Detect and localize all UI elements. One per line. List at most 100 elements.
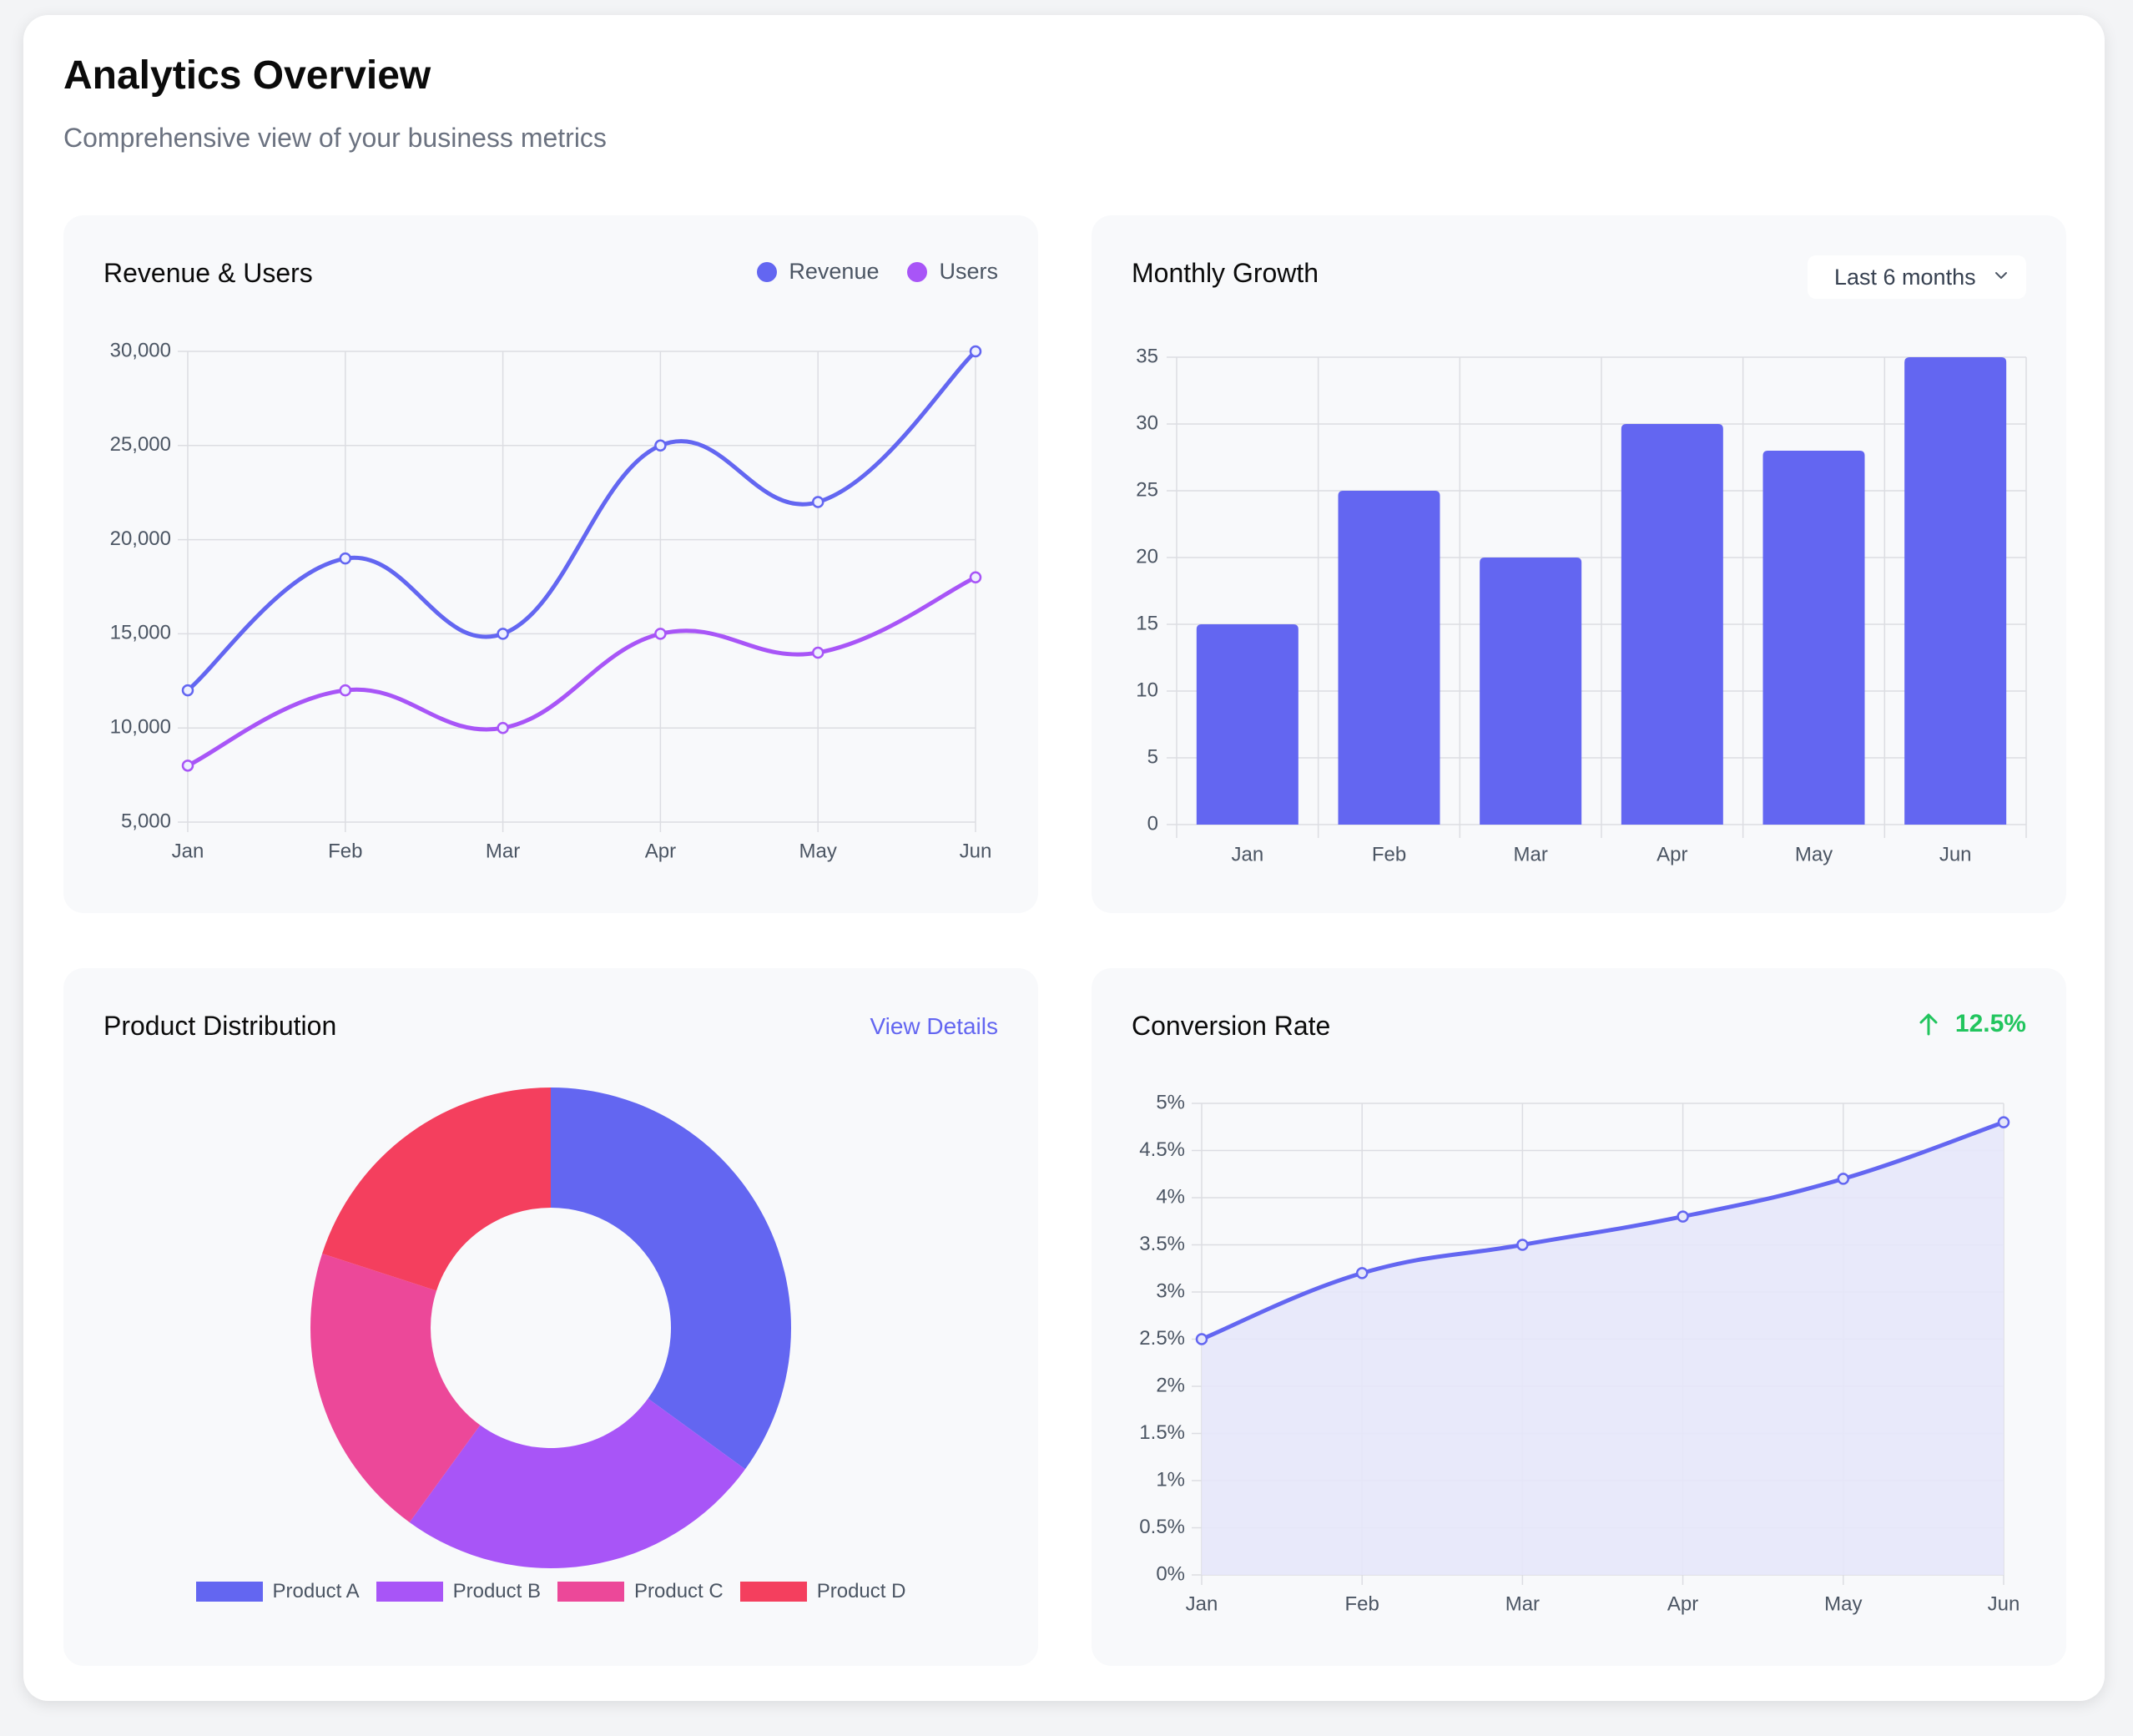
series-line-users <box>186 575 977 768</box>
data-point-revenue <box>339 552 352 565</box>
y-tick-label: 3.5% <box>1139 1233 1185 1255</box>
x-tick-label: Mar <box>1513 843 1547 865</box>
x-tick-label: May <box>1824 1592 1862 1615</box>
data-point <box>1516 1239 1529 1251</box>
gridlines <box>1167 356 2027 838</box>
slice-product-b <box>409 1398 745 1568</box>
period-select-value: Last 6 months <box>1834 264 1976 290</box>
data-point-users <box>811 646 824 659</box>
area-fill <box>1202 1122 2004 1575</box>
data-point-users <box>339 684 352 697</box>
legend-dot-icon <box>907 261 928 282</box>
legend-item-product-c[interactable]: Product C <box>557 1580 724 1603</box>
y-tick-label: 15,000 <box>110 622 171 644</box>
x-tick-label: Jun <box>1939 843 1972 865</box>
panel-title: Product Distribution <box>103 1011 337 1041</box>
data-point-users <box>969 571 982 583</box>
y-tick-label: 25,000 <box>110 433 171 456</box>
x-tick-label: Apr <box>645 840 676 862</box>
data-point-revenue <box>811 496 824 508</box>
x-tick-label: Mar <box>1505 1592 1540 1615</box>
legend-item-product-a[interactable]: Product A <box>195 1580 360 1603</box>
page-title: Analytics Overview <box>63 53 431 98</box>
monthly-growth-bar-chart[interactable]: 0 5 10 15 20 25 30 35 Jan Feb Mar Apr May Jun <box>1092 215 2066 913</box>
y-tick-label: 30,000 <box>110 339 171 361</box>
legend-label: Product B <box>452 1580 541 1602</box>
y-tick-label: 35 <box>1136 345 1158 367</box>
legend-dot-icon <box>757 261 778 282</box>
data-point-users <box>497 721 509 734</box>
page-subtitle: Comprehensive view of your business metr… <box>63 123 607 153</box>
y-tick-label: 2.5% <box>1139 1327 1185 1350</box>
revenue-users-panel: Revenue & Users Revenue Users 5,000 10,00… <box>63 215 1038 913</box>
data-point <box>1195 1333 1208 1345</box>
conversion-change-badge: 12.5% <box>1915 1010 2026 1038</box>
y-tick-label: 1.5% <box>1139 1421 1185 1444</box>
bar-feb <box>1338 491 1440 825</box>
chevron-down-icon <box>1995 272 2007 279</box>
data-point-users <box>181 760 194 772</box>
legend-label: Product A <box>272 1580 360 1602</box>
data-point-revenue <box>181 684 194 697</box>
legend-swatch <box>195 1582 263 1602</box>
conversion-change-value: 12.5% <box>1954 1010 2026 1037</box>
y-tick-label: 4% <box>1156 1185 1185 1208</box>
series-line-conversion <box>1201 1120 2004 1341</box>
monthly-growth-panel: Monthly Growth Last 6 months 0 5 10 15 20 25 3… <box>1092 215 2066 913</box>
y-tick-label: 0.5% <box>1139 1516 1185 1538</box>
y-tick-label: 30 <box>1136 411 1158 434</box>
slice-product-c <box>310 1254 481 1522</box>
legend-swatch <box>557 1582 624 1602</box>
product-distribution-doughnut-chart[interactable] <box>63 968 1038 1666</box>
arrow-up-icon <box>1919 1013 1938 1036</box>
panel-title: Monthly Growth <box>1132 258 1319 288</box>
legend-item-product-b[interactable]: Product B <box>376 1580 541 1603</box>
y-tick-label: 3% <box>1156 1279 1185 1302</box>
bar-apr <box>1621 424 1723 825</box>
legend-item-revenue[interactable]: Revenue <box>757 259 879 285</box>
y-tick-label: 5,000 <box>121 810 171 832</box>
y-tick-label: 10 <box>1136 679 1158 701</box>
data-point-revenue <box>654 439 667 452</box>
x-tick-label: Jun <box>1988 1592 2020 1615</box>
line-legend: Revenue Users <box>757 259 998 285</box>
product-distribution-panel: Product Distribution View Details Produc… <box>63 968 1038 1666</box>
bar-jun <box>1904 357 2007 825</box>
bar-may <box>1762 451 1865 825</box>
y-tick-label: 0% <box>1156 1562 1185 1585</box>
gridlines <box>178 351 976 832</box>
legend-item-users[interactable]: Users <box>907 259 998 285</box>
y-tick-label: 20,000 <box>110 527 171 550</box>
panel-title: Conversion Rate <box>1132 1011 1331 1041</box>
x-tick-label: Feb <box>1345 1592 1379 1615</box>
legend-item-product-d[interactable]: Product D <box>739 1580 906 1603</box>
x-tick-label: May <box>1795 843 1833 865</box>
conversion-rate-panel: Conversion Rate 12.5% 0% 0.5% 1% 1.5% 2% 2.5%… <box>1092 968 2066 1666</box>
period-select[interactable]: Last 6 months <box>1808 255 2026 299</box>
conversion-rate-area-chart[interactable]: 0% 0.5% 1% 1.5% 2% 2.5% 3% 3.5% 4% 4.5% 5% Jan Feb Ma… <box>1092 968 2066 1666</box>
data-point <box>1837 1173 1850 1185</box>
slice-product-d <box>322 1088 551 1291</box>
revenue-users-line-chart[interactable]: 5,000 10,000 15,000 20,000 25,000 30,000 Jan Fe… <box>63 215 1038 913</box>
x-tick-label: Feb <box>1372 843 1406 865</box>
legend-label: Product D <box>816 1580 906 1602</box>
x-tick-label: Jun <box>960 840 992 862</box>
legend-swatch <box>376 1582 443 1602</box>
legend-label: Users <box>939 259 998 284</box>
x-tick-label: Feb <box>328 840 362 862</box>
x-tick-label: Jan <box>1231 843 1263 865</box>
view-details-link[interactable]: View Details <box>870 1013 998 1039</box>
y-tick-label: 5 <box>1147 745 1158 768</box>
data-point-revenue <box>497 628 509 640</box>
y-tick-label: 2% <box>1156 1374 1185 1396</box>
slice-product-a <box>551 1088 791 1470</box>
data-point-revenue <box>969 345 982 358</box>
x-tick-label: Apr <box>1667 1592 1698 1615</box>
bar-jan <box>1196 624 1298 825</box>
x-tick-label: Apr <box>1656 843 1687 865</box>
x-tick-label: May <box>799 840 837 862</box>
legend-swatch <box>739 1582 807 1602</box>
data-point <box>1997 1116 2010 1128</box>
y-tick-label: 25 <box>1136 478 1158 501</box>
y-tick-label: 1% <box>1156 1468 1185 1491</box>
